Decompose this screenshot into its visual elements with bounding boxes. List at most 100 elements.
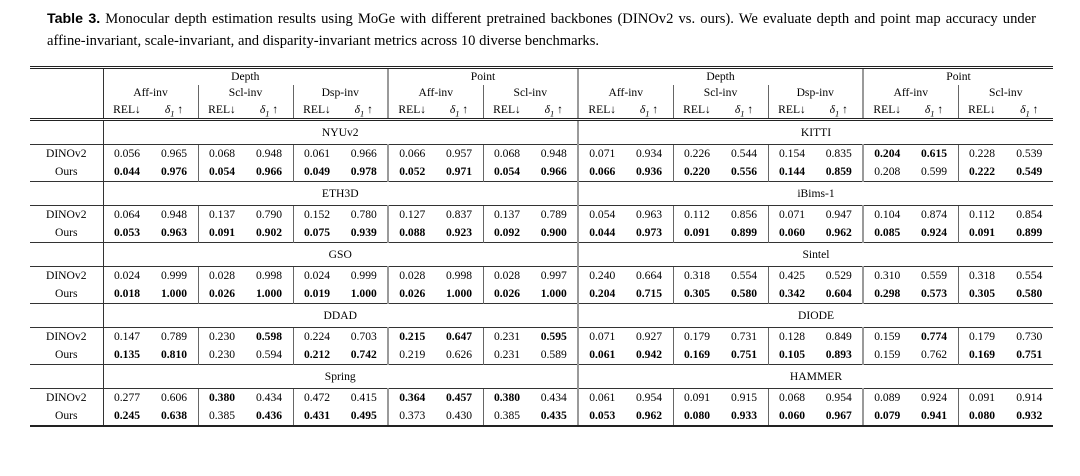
metric-value-best: 0.556 xyxy=(730,165,758,179)
subgroup-header: Scl-inv xyxy=(482,84,578,101)
metric-value: 0.066 xyxy=(577,162,626,182)
metric-value: 1.000 xyxy=(436,285,484,304)
metric-value: 0.056 xyxy=(102,144,151,163)
metric-value: 0.626 xyxy=(445,348,473,362)
metric-value: 0.638 xyxy=(150,406,198,427)
metric-value: 0.425 xyxy=(767,266,816,285)
metric-value: 0.434 xyxy=(255,391,283,405)
metric-value-best: 0.899 xyxy=(730,226,758,240)
metric-value: 0.967 xyxy=(815,406,863,427)
metric-value-best: 0.966 xyxy=(255,165,283,179)
metric-value-best: 0.018 xyxy=(113,287,141,301)
metric-value: 0.091 xyxy=(672,223,721,243)
metric-value: 0.594 xyxy=(255,348,283,362)
benchmark-name: Sintel xyxy=(577,241,1053,267)
metric-value: 0.215 xyxy=(387,327,436,346)
metric-value: 0.075 xyxy=(292,223,341,243)
row-label: Ours xyxy=(54,165,78,179)
metric-value-best: 0.966 xyxy=(540,165,567,179)
metric-value: 0.064 xyxy=(102,205,151,224)
metric-value-best: 0.204 xyxy=(874,147,901,161)
metric-value: 0.971 xyxy=(436,163,484,182)
metric-value: 0.431 xyxy=(292,406,341,427)
metric-value-best: 0.144 xyxy=(778,165,806,179)
metric-value: 0.105 xyxy=(767,345,816,365)
metric-value: 0.054 xyxy=(577,205,626,224)
metric-value: 0.220 xyxy=(672,162,721,182)
metric-value: 0.245 xyxy=(102,406,151,427)
metric-value-best: 0.364 xyxy=(399,391,426,405)
metric-value-best: 0.647 xyxy=(445,330,473,344)
metric-header-delta: δ1 ↑ xyxy=(720,100,768,121)
metric-value: 0.554 xyxy=(1016,269,1043,283)
metric-value: 0.219 xyxy=(387,345,436,365)
metric-header-rel: REL↓ xyxy=(767,100,816,121)
metric-header-rel: REL↓ xyxy=(577,100,626,121)
metric-value: 0.028 xyxy=(197,266,246,285)
metric-header-rel: REL↓ xyxy=(197,100,246,121)
metric-value: 0.598 xyxy=(246,327,294,346)
subgroup-header: Dsp-inv xyxy=(767,84,863,101)
subgroup-header: Aff-inv xyxy=(577,84,673,101)
metric-value: 0.899 xyxy=(721,224,769,243)
metric-value: 0.342 xyxy=(767,284,816,304)
metric-value: 0.998 xyxy=(445,269,473,283)
metric-value-best: 0.026 xyxy=(493,287,521,301)
metric-value: 0.112 xyxy=(672,205,721,224)
metric-value: 0.751 xyxy=(721,346,769,365)
metric-value: 0.939 xyxy=(341,224,389,243)
metric-value-best: 0.976 xyxy=(160,165,188,179)
metric-value: 0.854 xyxy=(1016,208,1043,222)
metric-value: 0.966 xyxy=(531,163,579,182)
metric-value-best: 0.060 xyxy=(778,409,806,423)
metric-value: 0.068 xyxy=(482,144,531,163)
metric-value: 0.966 xyxy=(350,147,377,161)
metric-value: 0.997 xyxy=(540,269,567,283)
metric-value: 0.061 xyxy=(577,388,626,407)
metric-value: 0.154 xyxy=(767,144,816,163)
metric-value: 1.000 xyxy=(246,285,294,304)
metric-value: 0.080 xyxy=(672,406,721,427)
metric-value: 0.380 xyxy=(197,388,246,407)
metric-value-best: 0.049 xyxy=(303,165,331,179)
table-caption-text: Monocular depth estimation results using… xyxy=(47,11,1036,49)
metric-value-best: 0.026 xyxy=(399,287,426,301)
metric-value: 0.079 xyxy=(862,406,911,427)
metric-value: 0.026 xyxy=(197,284,246,304)
row-label: DINOv2 xyxy=(45,147,87,161)
metric-value-best: 0.742 xyxy=(350,348,377,362)
metric-value: 0.380 xyxy=(482,388,531,407)
metric-value: 0.604 xyxy=(816,285,864,304)
metric-value: 0.053 xyxy=(577,406,626,427)
metric-value-best: 0.595 xyxy=(540,330,567,344)
metric-value-best: 0.061 xyxy=(589,348,616,362)
metric-value: 0.169 xyxy=(957,345,1006,365)
benchmark-row-label-spacer xyxy=(30,118,103,145)
group-header-depth: Depth xyxy=(577,65,863,85)
metric-value-best: 0.549 xyxy=(1016,165,1043,179)
metric-value-best: 0.085 xyxy=(874,226,901,240)
metric-value-best: 0.080 xyxy=(683,409,711,423)
metric-value: 0.947 xyxy=(825,208,852,222)
metric-value: 0.573 xyxy=(911,285,959,304)
metric-value: 0.204 xyxy=(862,144,911,163)
metric-value-best: 0.204 xyxy=(589,287,616,301)
metric-value: 0.849 xyxy=(825,330,852,344)
metric-value: 0.061 xyxy=(292,144,341,163)
metric-value: 0.924 xyxy=(920,391,948,405)
metric-value: 0.436 xyxy=(245,406,293,427)
metric-value: 0.973 xyxy=(626,224,674,243)
metric-value-best: 0.052 xyxy=(399,165,426,179)
metric-value-best: 0.963 xyxy=(160,226,188,240)
metric-header-rel: REL↓ xyxy=(862,100,911,121)
metric-value-best: 0.342 xyxy=(778,287,806,301)
metric-value-best: 0.774 xyxy=(920,330,948,344)
metric-value-best: 1.000 xyxy=(445,287,473,301)
metric-value: 0.899 xyxy=(1006,224,1054,243)
metric-value-best: 0.054 xyxy=(208,165,236,179)
metric-value: 0.135 xyxy=(102,345,151,365)
metric-value: 0.373 xyxy=(387,406,436,427)
metric-header-rel: REL↓ xyxy=(387,100,436,121)
metric-value: 0.942 xyxy=(626,346,674,365)
metric-value: 0.957 xyxy=(445,147,473,161)
